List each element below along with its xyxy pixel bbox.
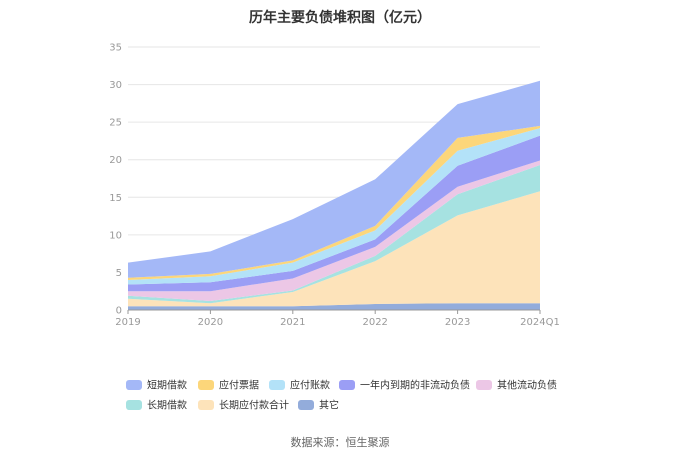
area-5 bbox=[128, 164, 540, 304]
area-6 bbox=[128, 191, 540, 307]
legend-item[interactable]: 应付票据 bbox=[198, 379, 259, 392]
y-tick-label: 5 bbox=[116, 268, 122, 279]
legend-swatch bbox=[126, 380, 142, 390]
legend-swatch bbox=[198, 380, 214, 390]
x-tick-label: 2019 bbox=[115, 317, 140, 328]
legend-item[interactable]: 短期借款 bbox=[126, 379, 187, 392]
y-tick-label: 30 bbox=[109, 80, 122, 91]
legend-swatch bbox=[126, 400, 142, 410]
legend-swatch bbox=[476, 380, 492, 390]
area-1 bbox=[128, 125, 540, 280]
grid-lines bbox=[128, 46, 540, 273]
legend-swatch bbox=[298, 400, 314, 410]
y-tick-label: 35 bbox=[109, 43, 122, 54]
legend-item[interactable]: 其他流动负债 bbox=[476, 379, 557, 392]
legend-label: 长期应付款合计 bbox=[219, 399, 289, 412]
chart-title: 历年主要负债堆积图（亿元） bbox=[249, 9, 431, 26]
area-2 bbox=[128, 128, 540, 285]
x-tick-label: 2022 bbox=[362, 317, 387, 328]
legend-label: 长期借款 bbox=[147, 399, 187, 412]
y-tick-label: 25 bbox=[109, 118, 122, 129]
area-7 bbox=[128, 303, 540, 310]
x-tick-label: 2024Q1 bbox=[520, 317, 560, 328]
axes: 0 5 10 15 20 25 30 35 2019 2020 2021 2022 2023 2024Q1 bbox=[109, 43, 560, 329]
x-tick-label: 2023 bbox=[445, 317, 470, 328]
area-3 bbox=[128, 135, 540, 292]
x-tick-label: 2021 bbox=[280, 317, 305, 328]
legend-label: 一年内到期的非流动负债 bbox=[360, 379, 470, 392]
y-tick-label: 10 bbox=[109, 230, 122, 241]
legend-swatch bbox=[269, 380, 285, 390]
legend-swatch bbox=[198, 400, 214, 410]
legend-item[interactable]: 一年内到期的非流动负债 bbox=[339, 379, 470, 392]
y-tick-label: 15 bbox=[109, 193, 122, 204]
x-tick-label: 2020 bbox=[198, 317, 223, 328]
legend-label: 其它 bbox=[319, 399, 339, 412]
legend-item[interactable]: 其它 bbox=[298, 399, 339, 412]
legend-swatch bbox=[339, 380, 355, 390]
y-tick-label: 20 bbox=[109, 155, 122, 166]
legend-label: 短期借款 bbox=[147, 379, 187, 392]
area-4 bbox=[128, 160, 540, 301]
area-series bbox=[128, 80, 540, 310]
legend-label: 应付票据 bbox=[219, 379, 259, 392]
y-tick-label: 0 bbox=[116, 306, 122, 317]
area-0 bbox=[128, 80, 540, 278]
legend-item[interactable]: 长期应付款合计 bbox=[198, 399, 289, 412]
legend-item[interactable]: 长期借款 bbox=[126, 399, 187, 412]
legend-label: 应付账款 bbox=[290, 379, 330, 392]
legend-item[interactable]: 应付账款 bbox=[269, 379, 330, 392]
legend-label: 其他流动负债 bbox=[497, 379, 557, 392]
data-source-note: 数据来源：恒生聚源 bbox=[291, 435, 390, 449]
